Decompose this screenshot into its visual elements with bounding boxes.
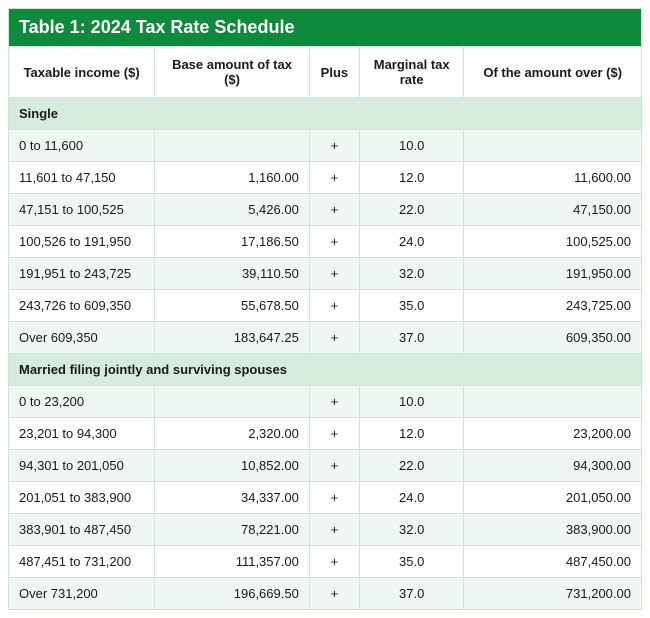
col-header-over: Of the amount over ($)	[464, 47, 642, 98]
cell-base: 183,647.25	[155, 322, 310, 354]
cell-rate: 22.0	[359, 194, 463, 226]
table-row: 191,951 to 243,72539,110.50+32.0191,950.…	[9, 258, 642, 290]
col-header-income: Taxable income ($)	[9, 47, 155, 98]
cell-base: 34,337.00	[155, 482, 310, 514]
table-title-row: Table 1: 2024 Tax Rate Schedule	[9, 9, 642, 47]
cell-plus: +	[309, 322, 359, 354]
cell-income: 0 to 23,200	[9, 386, 155, 418]
cell-rate: 35.0	[359, 546, 463, 578]
col-header-base: Base amount of tax ($)	[155, 47, 310, 98]
cell-base: 39,110.50	[155, 258, 310, 290]
table-row: 11,601 to 47,1501,160.00+12.011,600.00	[9, 162, 642, 194]
cell-over: 11,600.00	[464, 162, 642, 194]
cell-base	[155, 386, 310, 418]
cell-plus: +	[309, 578, 359, 610]
cell-income: 94,301 to 201,050	[9, 450, 155, 482]
cell-over: 731,200.00	[464, 578, 642, 610]
cell-plus: +	[309, 290, 359, 322]
cell-income: 383,901 to 487,450	[9, 514, 155, 546]
cell-income: Over 731,200	[9, 578, 155, 610]
table-row: 243,726 to 609,35055,678.50+35.0243,725.…	[9, 290, 642, 322]
cell-base: 196,669.50	[155, 578, 310, 610]
table-row: 0 to 23,200 +10.0	[9, 386, 642, 418]
table-row: 47,151 to 100,5255,426.00+22.047,150.00	[9, 194, 642, 226]
cell-over: 243,725.00	[464, 290, 642, 322]
cell-plus: +	[309, 482, 359, 514]
col-header-plus: Plus	[309, 47, 359, 98]
cell-base: 5,426.00	[155, 194, 310, 226]
cell-rate: 32.0	[359, 258, 463, 290]
cell-rate: 35.0	[359, 290, 463, 322]
cell-rate: 24.0	[359, 226, 463, 258]
cell-base: 78,221.00	[155, 514, 310, 546]
cell-over: 487,450.00	[464, 546, 642, 578]
cell-income: 0 to 11,600	[9, 130, 155, 162]
table-row: 383,901 to 487,45078,221.00+32.0383,900.…	[9, 514, 642, 546]
cell-plus: +	[309, 130, 359, 162]
table-row: Over 731,200196,669.50+37.0731,200.00	[9, 578, 642, 610]
cell-base	[155, 130, 310, 162]
cell-over	[464, 130, 642, 162]
cell-plus: +	[309, 546, 359, 578]
cell-rate: 37.0	[359, 578, 463, 610]
table-header-row: Taxable income ($) Base amount of tax ($…	[9, 47, 642, 98]
cell-rate: 12.0	[359, 418, 463, 450]
cell-income: 100,526 to 191,950	[9, 226, 155, 258]
table-row: 0 to 11,600 +10.0	[9, 130, 642, 162]
cell-rate: 10.0	[359, 130, 463, 162]
table-row: Over 609,350183,647.25+37.0609,350.00	[9, 322, 642, 354]
cell-base: 2,320.00	[155, 418, 310, 450]
cell-income: 11,601 to 47,150	[9, 162, 155, 194]
cell-rate: 22.0	[359, 450, 463, 482]
table-row: 201,051 to 383,90034,337.00+24.0201,050.…	[9, 482, 642, 514]
cell-rate: 37.0	[359, 322, 463, 354]
cell-over: 94,300.00	[464, 450, 642, 482]
cell-rate: 12.0	[359, 162, 463, 194]
cell-over: 383,900.00	[464, 514, 642, 546]
cell-plus: +	[309, 162, 359, 194]
cell-base: 55,678.50	[155, 290, 310, 322]
cell-rate: 24.0	[359, 482, 463, 514]
cell-over	[464, 386, 642, 418]
table-row: 100,526 to 191,95017,186.50+24.0100,525.…	[9, 226, 642, 258]
cell-plus: +	[309, 194, 359, 226]
cell-over: 191,950.00	[464, 258, 642, 290]
cell-plus: +	[309, 226, 359, 258]
table-row: 487,451 to 731,200111,357.00+35.0487,450…	[9, 546, 642, 578]
cell-income: 487,451 to 731,200	[9, 546, 155, 578]
cell-base: 1,160.00	[155, 162, 310, 194]
section-label: Single	[9, 98, 642, 130]
cell-rate: 32.0	[359, 514, 463, 546]
cell-income: 23,201 to 94,300	[9, 418, 155, 450]
cell-plus: +	[309, 386, 359, 418]
table-title: Table 1: 2024 Tax Rate Schedule	[9, 9, 642, 47]
section-row: Single	[9, 98, 642, 130]
section-row: Married filing jointly and surviving spo…	[9, 354, 642, 386]
cell-plus: +	[309, 514, 359, 546]
cell-over: 609,350.00	[464, 322, 642, 354]
section-label: Married filing jointly and surviving spo…	[9, 354, 642, 386]
col-header-rate: Marginal tax rate	[359, 47, 463, 98]
cell-over: 47,150.00	[464, 194, 642, 226]
cell-base: 10,852.00	[155, 450, 310, 482]
table-body: Single0 to 11,600+10.011,601 to 47,1501,…	[9, 98, 642, 610]
table-row: 23,201 to 94,3002,320.00+12.023,200.00	[9, 418, 642, 450]
cell-over: 23,200.00	[464, 418, 642, 450]
cell-income: 201,051 to 383,900	[9, 482, 155, 514]
cell-over: 201,050.00	[464, 482, 642, 514]
table-row: 94,301 to 201,05010,852.00+22.094,300.00	[9, 450, 642, 482]
cell-plus: +	[309, 450, 359, 482]
cell-base: 17,186.50	[155, 226, 310, 258]
cell-income: 191,951 to 243,725	[9, 258, 155, 290]
cell-rate: 10.0	[359, 386, 463, 418]
cell-income: Over 609,350	[9, 322, 155, 354]
cell-plus: +	[309, 258, 359, 290]
cell-over: 100,525.00	[464, 226, 642, 258]
cell-plus: +	[309, 418, 359, 450]
cell-income: 243,726 to 609,350	[9, 290, 155, 322]
tax-rate-table: Table 1: 2024 Tax Rate Schedule Taxable …	[8, 8, 642, 610]
cell-base: 111,357.00	[155, 546, 310, 578]
cell-income: 47,151 to 100,525	[9, 194, 155, 226]
